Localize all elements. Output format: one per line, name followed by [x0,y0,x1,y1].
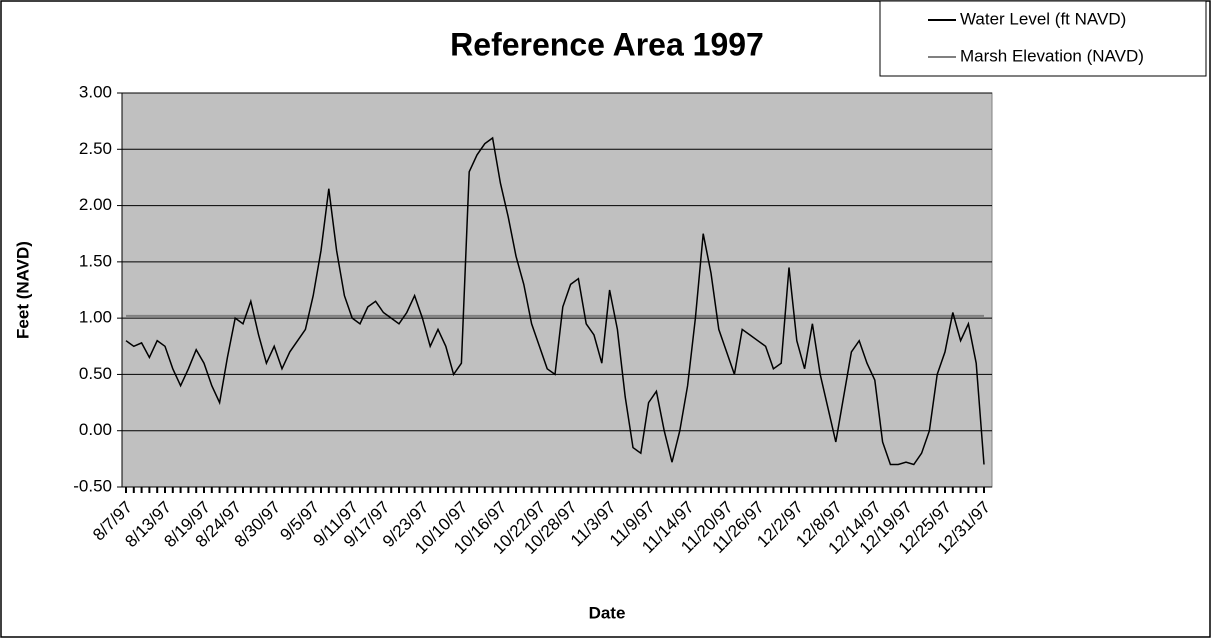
legend-label: Marsh Elevation (NAVD) [960,46,1144,65]
y-tick-label: 2.00 [79,195,112,214]
y-tick-label: 1.00 [79,308,112,327]
y-axis-title: Feet (NAVD) [13,241,32,339]
y-tick-label: 0.00 [79,420,112,439]
y-tick-label: 0.50 [79,364,112,383]
y-tick-label: -0.50 [73,476,112,495]
legend-label: Water Level (ft NAVD) [960,9,1126,28]
legend-box [879,0,1207,77]
series-line [125,136,985,466]
plot-area [121,92,993,488]
chart-title: Reference Area 1997 [450,26,764,62]
x-axis-title: Date [589,603,626,622]
y-tick-label: 3.00 [79,82,112,101]
y-tick-label: 1.50 [79,251,112,270]
y-tick-label: 2.50 [79,139,112,158]
